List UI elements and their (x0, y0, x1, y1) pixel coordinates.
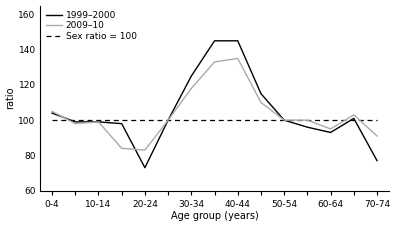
Y-axis label: ratio: ratio (6, 87, 15, 109)
Legend: 1999–2000, 2009–10, Sex ratio = 100: 1999–2000, 2009–10, Sex ratio = 100 (45, 10, 138, 42)
X-axis label: Age group (years): Age group (years) (171, 211, 258, 222)
